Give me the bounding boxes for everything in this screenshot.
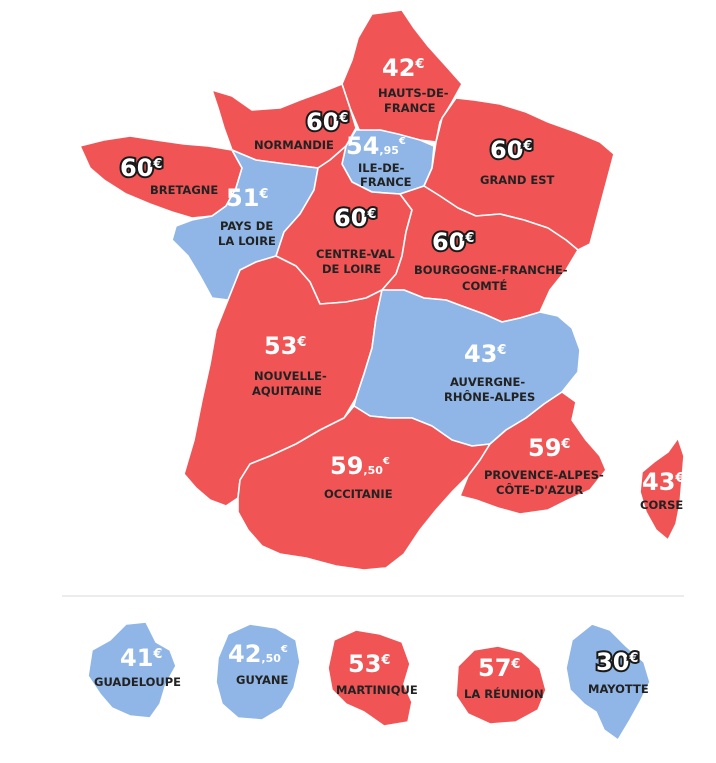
label-centre-val-de-loire-1: CENTRE-VAL [316,247,395,261]
price-auvergne-rhone-alpes: 43€ [464,340,506,368]
territory-mayotte[interactable] [565,623,651,741]
price-la-reunion: 57€ [478,654,520,682]
price-guadeloupe: 41€ [120,644,162,672]
price-normandie: 60€ [306,108,348,136]
territory-guyane[interactable] [215,623,301,721]
label-hauts-de-france-1: HAUTS-DE- [378,86,449,100]
label-pays-de-la-loire-1: PAYS DE [220,219,273,233]
region-occitanie[interactable] [237,405,491,571]
price-guyane: 42,50€ [228,640,288,668]
label-ile-de-france-2: FRANCE [360,175,412,189]
price-grand-est: 60€ [490,136,532,164]
region-provence-alpes-cote-dazur[interactable] [459,391,607,515]
label-guadeloupe: GUADELOUPE [94,675,181,689]
label-hauts-de-france-2: FRANCE [384,101,436,115]
price-mayotte: 30€ [596,648,638,676]
label-la-reunion: LA RÉUNION [464,686,544,701]
label-auvergne-rhone-alpes-2: RHÔNE-ALPES [444,389,535,404]
label-bretagne: BRETAGNE [150,183,218,197]
price-nouvelle-aquitaine: 53€ [264,332,306,360]
label-corse: CORSE [640,498,683,512]
region-corse[interactable] [639,437,685,541]
price-pays-de-la-loire: 51€ [226,184,268,212]
label-nouvelle-aquitaine-1: NOUVELLE- [254,369,327,383]
label-guyane: GUYANE [236,673,289,687]
price-ile-de-france: 54,95€ [346,132,406,160]
label-martinique: MARTINIQUE [336,683,418,697]
label-normandie: NORMANDIE [254,138,334,152]
price-provence-alpes-cote-dazur: 59€ [528,434,570,462]
label-grand-est: GRAND EST [480,173,555,187]
label-pays-de-la-loire-2: LA LOIRE [218,234,276,248]
label-bourgogne-franche-comte-1: BOURGOGNE-FRANCHE- [414,263,568,277]
label-nouvelle-aquitaine-2: AQUITAINE [252,384,322,398]
price-corse: 43€ [642,468,684,496]
label-centre-val-de-loire-2: DE LOIRE [322,262,381,276]
label-occitanie: OCCITANIE [324,487,393,501]
label-bourgogne-franche-comte-2: COMTÉ [462,278,508,293]
territory-martinique[interactable] [327,629,413,727]
label-provence-alpes-cote-dazur-1: PROVENCE-ALPES- [484,468,604,482]
price-bretagne: 60€ [120,154,162,182]
price-hauts-de-france: 42€ [382,54,424,82]
label-mayotte: MAYOTTE [588,682,649,696]
price-martinique: 53€ [348,650,390,678]
territory-guadeloupe[interactable] [87,621,177,719]
price-bourgogne-franche-comte: 60€ [432,228,474,256]
territory-la-reunion[interactable] [455,645,547,725]
price-centre-val-de-loire: 60€ [334,204,376,232]
label-ile-de-france-1: ILE-DE- [358,161,405,175]
label-auvergne-rhone-alpes-1: AUVERGNE- [450,375,525,389]
price-occitanie: 59,50€ [330,452,390,480]
label-provence-alpes-cote-dazur-2: CÔTE-D'AZUR [496,482,583,497]
region-bretagne[interactable] [79,135,243,219]
